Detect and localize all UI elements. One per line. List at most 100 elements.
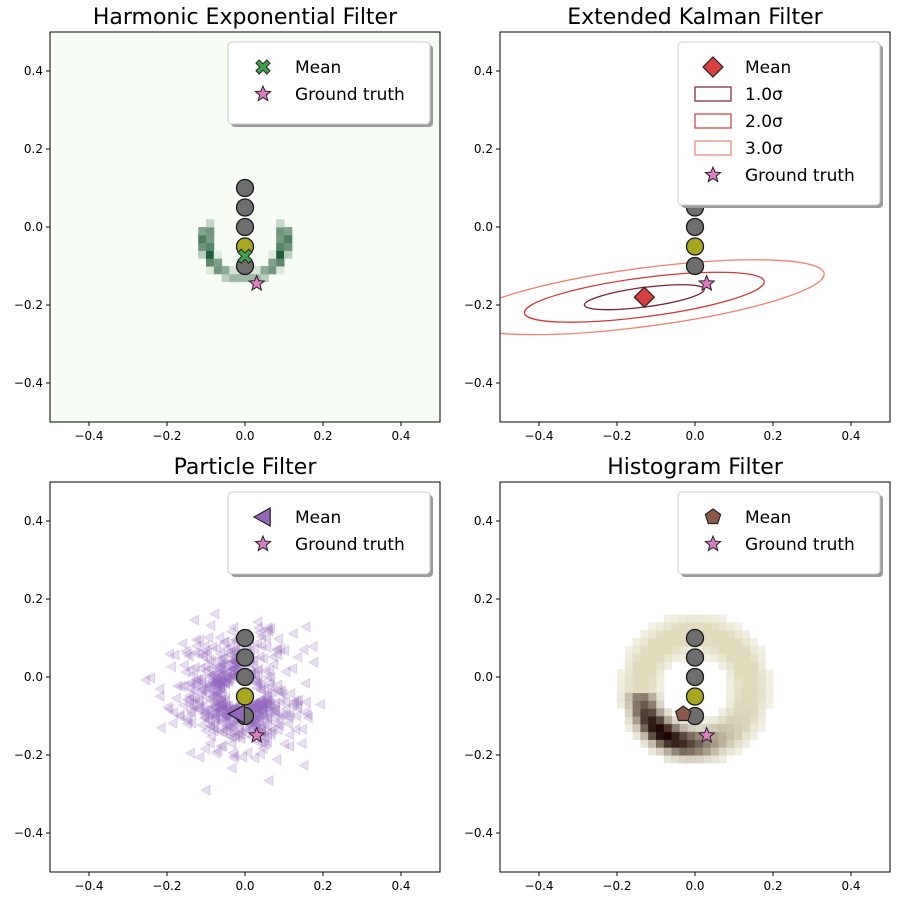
particle [252, 665, 263, 677]
particle [268, 658, 279, 671]
x-tick-label: −0.2 [152, 429, 181, 443]
heatmap-cell [734, 716, 743, 725]
particle [203, 682, 214, 695]
particle [252, 708, 264, 720]
heatmap-cell [221, 273, 230, 283]
particle [183, 698, 195, 710]
heatmap-cell [741, 716, 751, 725]
particle [221, 675, 232, 687]
particle [256, 702, 267, 714]
particle [288, 697, 299, 710]
particle [235, 728, 246, 741]
heatmap-cell [718, 723, 727, 733]
particle [210, 679, 221, 691]
legend-label: Mean [745, 58, 791, 78]
heatmap-cell [741, 692, 751, 701]
heatmap-cell [632, 708, 641, 717]
particle [200, 784, 211, 796]
landmark-point [685, 628, 705, 648]
particle [197, 683, 208, 696]
particle [190, 673, 202, 686]
landmark-point [685, 667, 705, 687]
heatmap-cell [268, 250, 277, 259]
heatmap-cell [640, 661, 649, 670]
heatmap-cell [718, 630, 727, 639]
legend-label: Mean [745, 508, 791, 528]
x-tick-label: 0.2 [763, 429, 782, 443]
heatmap-cell [198, 234, 207, 244]
particle [191, 676, 202, 689]
y-tick-label: −0.2 [14, 748, 43, 762]
particle [215, 679, 226, 691]
ground-truth-marker [247, 726, 266, 744]
particle [205, 619, 216, 632]
heatmap-cell [671, 653, 680, 662]
y-tick-label: −0.4 [464, 376, 493, 390]
heatmap-cell [632, 731, 641, 740]
particle [218, 709, 229, 721]
chart-title: Harmonic Exponential Filter [93, 5, 398, 30]
heatmap-cell [663, 630, 673, 639]
particle [270, 718, 281, 730]
mean-marker [674, 705, 692, 722]
particle [271, 643, 282, 655]
y-tick-label: −0.4 [14, 826, 43, 840]
legend-marker [255, 59, 271, 75]
heatmap-cell [741, 661, 751, 670]
particle [227, 663, 238, 675]
particle [210, 709, 221, 721]
heatmap-cell [749, 638, 758, 647]
heatmap-cell [198, 227, 207, 236]
particle [188, 684, 199, 697]
y-tick-label: 0.0 [474, 670, 493, 684]
particle [165, 661, 177, 673]
heatmap-cell [687, 723, 696, 733]
heatmap-cell [640, 723, 649, 733]
heatmap-cell [702, 755, 712, 764]
heatmap-cell [710, 739, 719, 748]
particle [195, 672, 207, 684]
particle [167, 717, 178, 729]
heatmap-cell [656, 684, 665, 694]
particle [286, 662, 297, 675]
particle [258, 732, 269, 744]
legend-label: Mean [295, 58, 341, 78]
particle [204, 669, 215, 682]
heatmap-cell [710, 614, 719, 623]
landmark-point [235, 198, 255, 217]
particle [256, 705, 267, 718]
particle [220, 700, 231, 712]
heatmap-cell [640, 708, 649, 717]
heatmap-cell [679, 723, 688, 733]
particle [263, 625, 274, 637]
heatmap-cell [624, 669, 634, 678]
heatmap-cell [749, 645, 758, 655]
landmark-point [685, 237, 705, 256]
particle [225, 625, 237, 638]
heatmap-cell [237, 273, 246, 283]
particle [227, 644, 238, 656]
heatmap-cell [656, 700, 665, 709]
particle [195, 684, 206, 697]
particle [261, 719, 272, 732]
heatmap-cell [276, 234, 285, 244]
x-tick-label: −0.4 [524, 429, 553, 443]
heatmap-cell [632, 723, 641, 733]
particle [215, 698, 226, 710]
particle [206, 669, 218, 681]
particle [282, 717, 293, 730]
particle [257, 703, 268, 715]
particle [271, 679, 283, 691]
heatmap-cell [648, 692, 657, 701]
legend-box [227, 41, 431, 125]
heatmap-cell [213, 250, 223, 259]
particle [272, 633, 284, 645]
particle [161, 701, 173, 713]
heatmap-cell [757, 692, 766, 701]
particle [205, 678, 216, 690]
sigma-ellipse [583, 284, 705, 311]
particle [213, 703, 224, 715]
particle [219, 678, 230, 690]
heatmap-cell [276, 219, 285, 228]
legend: Mean Ground truth [227, 41, 433, 127]
